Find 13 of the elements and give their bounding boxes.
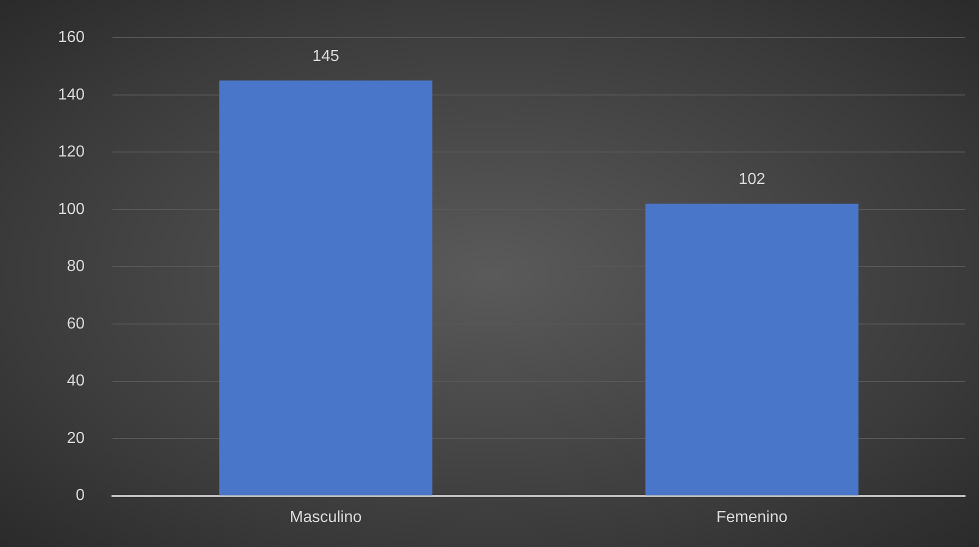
x-tick-label: Masculino [290, 508, 362, 526]
y-tick-label: 60 [66, 315, 85, 332]
x-tick-label: Femenino [716, 508, 788, 526]
y-tick-label: 80 [66, 258, 85, 276]
data-label: 145 [312, 48, 340, 65]
y-tick-label: 140 [58, 86, 85, 104]
y-tick-label: 20 [66, 430, 85, 447]
y-tick-label: 160 [58, 29, 85, 46]
y-tick-label: 100 [58, 200, 85, 218]
y-tick-label: 40 [66, 372, 85, 390]
y-tick-label: 120 [58, 144, 85, 161]
y-tick-label: 0 [76, 487, 85, 504]
data-label: 102 [738, 171, 766, 188]
